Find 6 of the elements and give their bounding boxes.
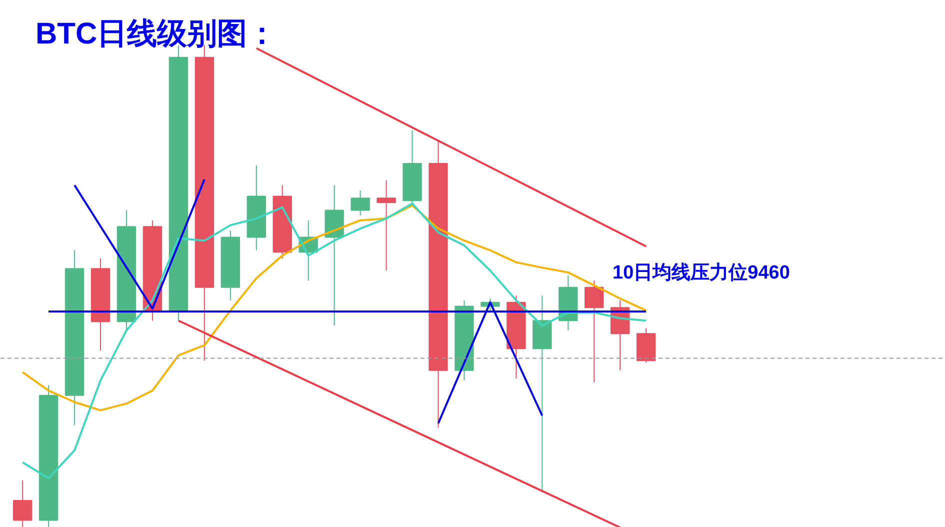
candlestick (376, 180, 396, 272)
chart-title: BTC日线级别图： (36, 18, 278, 50)
annotation: 10日均线压力位9460 (612, 262, 790, 284)
candlestick (12, 480, 32, 527)
candlestick (584, 280, 604, 383)
candlestick (350, 190, 370, 216)
